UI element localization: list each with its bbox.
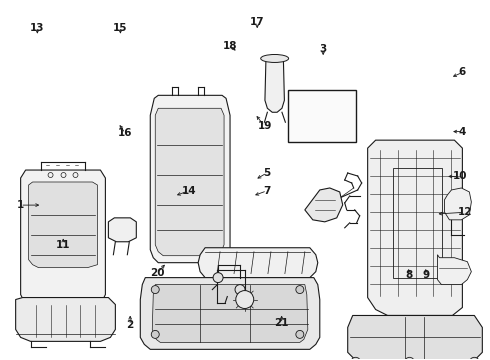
Text: 10: 10 xyxy=(453,171,467,181)
Circle shape xyxy=(469,357,479,360)
Text: 8: 8 xyxy=(405,270,412,280)
Text: 13: 13 xyxy=(30,23,45,33)
Circle shape xyxy=(213,273,223,283)
Polygon shape xyxy=(155,108,224,256)
Text: 16: 16 xyxy=(118,129,132,138)
Text: 2: 2 xyxy=(126,320,134,330)
Polygon shape xyxy=(108,218,136,242)
Text: 4: 4 xyxy=(459,127,466,136)
Text: 21: 21 xyxy=(274,319,289,328)
Text: 3: 3 xyxy=(319,44,327,54)
Polygon shape xyxy=(305,188,343,222)
Text: 20: 20 xyxy=(150,268,164,278)
Text: 1: 1 xyxy=(17,200,24,210)
Polygon shape xyxy=(16,298,115,341)
Text: 14: 14 xyxy=(181,186,196,196)
Polygon shape xyxy=(150,95,230,263)
Circle shape xyxy=(151,285,159,293)
Text: 7: 7 xyxy=(263,186,270,196)
Polygon shape xyxy=(348,315,482,360)
Polygon shape xyxy=(28,182,98,268)
Polygon shape xyxy=(368,140,463,315)
Polygon shape xyxy=(152,285,308,342)
Ellipse shape xyxy=(261,54,289,62)
Circle shape xyxy=(296,330,304,338)
Text: 12: 12 xyxy=(458,207,472,217)
Bar xyxy=(288,90,356,142)
Text: 11: 11 xyxy=(56,239,71,249)
Circle shape xyxy=(351,357,361,360)
Text: 15: 15 xyxy=(113,23,128,33)
Polygon shape xyxy=(444,188,471,220)
Text: 17: 17 xyxy=(250,17,265,27)
Circle shape xyxy=(405,357,415,360)
Text: 9: 9 xyxy=(422,270,429,280)
Polygon shape xyxy=(265,55,284,112)
Text: 19: 19 xyxy=(257,121,272,131)
Text: 5: 5 xyxy=(263,168,270,178)
Circle shape xyxy=(235,285,245,294)
Polygon shape xyxy=(198,248,318,278)
Text: 18: 18 xyxy=(223,41,238,50)
Polygon shape xyxy=(429,243,444,265)
Polygon shape xyxy=(438,255,471,285)
Circle shape xyxy=(236,291,254,309)
Circle shape xyxy=(151,330,159,338)
Polygon shape xyxy=(21,170,105,310)
Polygon shape xyxy=(140,278,320,349)
Circle shape xyxy=(296,285,304,293)
Text: 6: 6 xyxy=(459,67,466,77)
